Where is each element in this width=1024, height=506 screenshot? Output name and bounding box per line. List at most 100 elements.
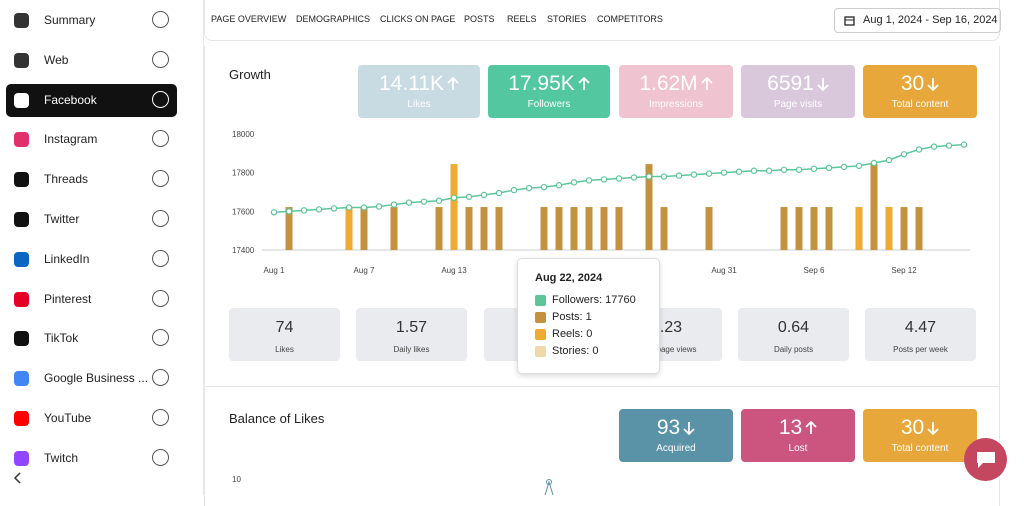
nav-tab[interactable]: CLICKS ON PAGE <box>380 14 456 24</box>
x-tick-label: Aug 31 <box>711 266 737 275</box>
nav-tab[interactable]: COMPETITORS <box>597 14 663 24</box>
sidebar-item[interactable]: TikTok <box>44 331 79 346</box>
stat-card: 4.47 Posts per week <box>865 308 976 361</box>
sidebar-item[interactable]: LinkedIn <box>44 251 90 266</box>
tooltip-item: Stories: 0 <box>552 345 599 357</box>
sidebar-item[interactable]: Twitter <box>44 212 80 226</box>
y-tick-label: 17400 <box>232 246 255 255</box>
line-point <box>405 199 413 206</box>
line-point <box>780 166 788 173</box>
add-button[interactable] <box>152 170 169 188</box>
kpi-card: 17.95K Followers <box>488 65 610 118</box>
section-title: Growth <box>229 67 271 82</box>
stat-value: 1.57 <box>395 319 428 336</box>
kpi-card: 30 Total content <box>863 409 977 462</box>
line-point <box>930 143 938 150</box>
kpi-value: 14.11K <box>358 72 480 96</box>
line-point <box>720 169 728 176</box>
stat-card: 1.57 Daily likes <box>356 308 467 361</box>
add-button[interactable] <box>152 289 169 307</box>
kpi-number: 14.11K <box>379 72 444 95</box>
add-button[interactable] <box>152 130 169 148</box>
bar <box>780 207 788 250</box>
y-tick-label: 17800 <box>232 169 255 178</box>
sidebar-item[interactable]: Pinterest <box>44 291 92 306</box>
sidebar-item[interactable]: Summary <box>44 13 96 27</box>
line-point <box>705 170 713 177</box>
arrow-shape <box>683 422 695 436</box>
line-point <box>495 189 503 197</box>
kpi-value: 30 <box>863 416 977 440</box>
kpi-label: Likes <box>407 99 431 110</box>
line-point <box>615 175 623 182</box>
nav-tab[interactable]: PAGE OVERVIEW <box>211 14 287 24</box>
add-button[interactable] <box>152 448 169 466</box>
sidebar-item[interactable]: Web <box>44 52 69 67</box>
tooltip-item: Reels: 0 <box>552 328 593 340</box>
stat-card: 0.64 Daily posts <box>738 308 849 361</box>
collapse-icon[interactable] <box>12 472 24 484</box>
sidebar-item[interactable]: Twitch <box>44 450 79 465</box>
sidebar-item[interactable]: Threads <box>44 172 89 187</box>
x-tick-label: Aug 1 <box>264 266 285 275</box>
add-button[interactable] <box>152 249 169 267</box>
line-point <box>735 168 743 175</box>
nav-icon <box>14 172 29 188</box>
tooltip-item: Followers: 17760 <box>552 294 636 306</box>
stat-value: 0.64 <box>777 319 810 336</box>
kpi-label: Acquired <box>656 443 696 454</box>
line-point <box>645 173 653 180</box>
line-point <box>885 156 893 164</box>
x-tick-label: Aug 13 <box>441 266 467 275</box>
bar <box>450 164 458 250</box>
add-button[interactable] <box>152 409 169 426</box>
kpi-label: Total content <box>891 443 949 454</box>
x-tick-label: Aug 7 <box>354 266 375 275</box>
kpi-number: 17.95K <box>508 72 575 95</box>
nav-icon <box>14 92 29 108</box>
line-point <box>360 204 368 211</box>
sidebar: Summary Web Facebook Instagram Threads Twitte… <box>0 0 204 495</box>
divider <box>204 386 1000 387</box>
add-button[interactable] <box>152 210 169 227</box>
bar <box>795 207 803 250</box>
chat-button[interactable] <box>964 438 1007 481</box>
y-tick-label: 17600 <box>232 207 255 216</box>
stat-card: 74 Likes <box>229 308 340 361</box>
nav-tab[interactable]: STORIES <box>547 14 587 24</box>
line-point <box>570 179 578 186</box>
line-point <box>300 207 308 214</box>
bar <box>660 207 668 250</box>
arrow-shape <box>927 78 939 92</box>
add-button[interactable] <box>152 90 169 108</box>
sidebar-item[interactable]: YouTube <box>44 411 92 425</box>
bar <box>570 207 578 250</box>
sidebar-item[interactable]: Instagram <box>44 132 98 147</box>
arrow-shape <box>701 77 713 91</box>
sidebar-item[interactable]: Google Business ... <box>44 371 149 386</box>
kpi-number: 1.62M <box>639 72 698 95</box>
kpi-value: 93 <box>619 416 733 440</box>
kpi-value: 17.95K <box>488 72 610 96</box>
nav-tab[interactable]: POSTS <box>464 14 495 24</box>
line-point <box>690 171 698 178</box>
add-button[interactable] <box>152 329 169 347</box>
sidebar-item[interactable]: Facebook <box>44 92 97 107</box>
add-button[interactable] <box>152 369 169 387</box>
chart: 17400 17600 17800 18000 Aug 1 Aug 7 Aug 13 Aug … <box>232 130 970 495</box>
line-point <box>480 191 488 199</box>
arrow-shape <box>447 77 459 91</box>
line-point <box>795 166 803 173</box>
nav-tab[interactable]: DEMOGRAPHICS <box>296 14 371 24</box>
chat-icon <box>977 452 995 468</box>
bar <box>810 207 818 250</box>
trend-arrow <box>701 77 713 91</box>
line-point <box>630 174 638 181</box>
kpi-value: 13 <box>741 416 855 440</box>
stat-label: Daily likes <box>393 345 430 354</box>
date-picker[interactable]: Aug 1, 2024 - Sep 16, 2024 <box>834 8 1001 33</box>
trend-arrow <box>683 422 695 436</box>
nav-tab[interactable]: REELS <box>507 14 537 24</box>
add-button[interactable] <box>152 11 169 28</box>
add-button[interactable] <box>152 50 169 68</box>
